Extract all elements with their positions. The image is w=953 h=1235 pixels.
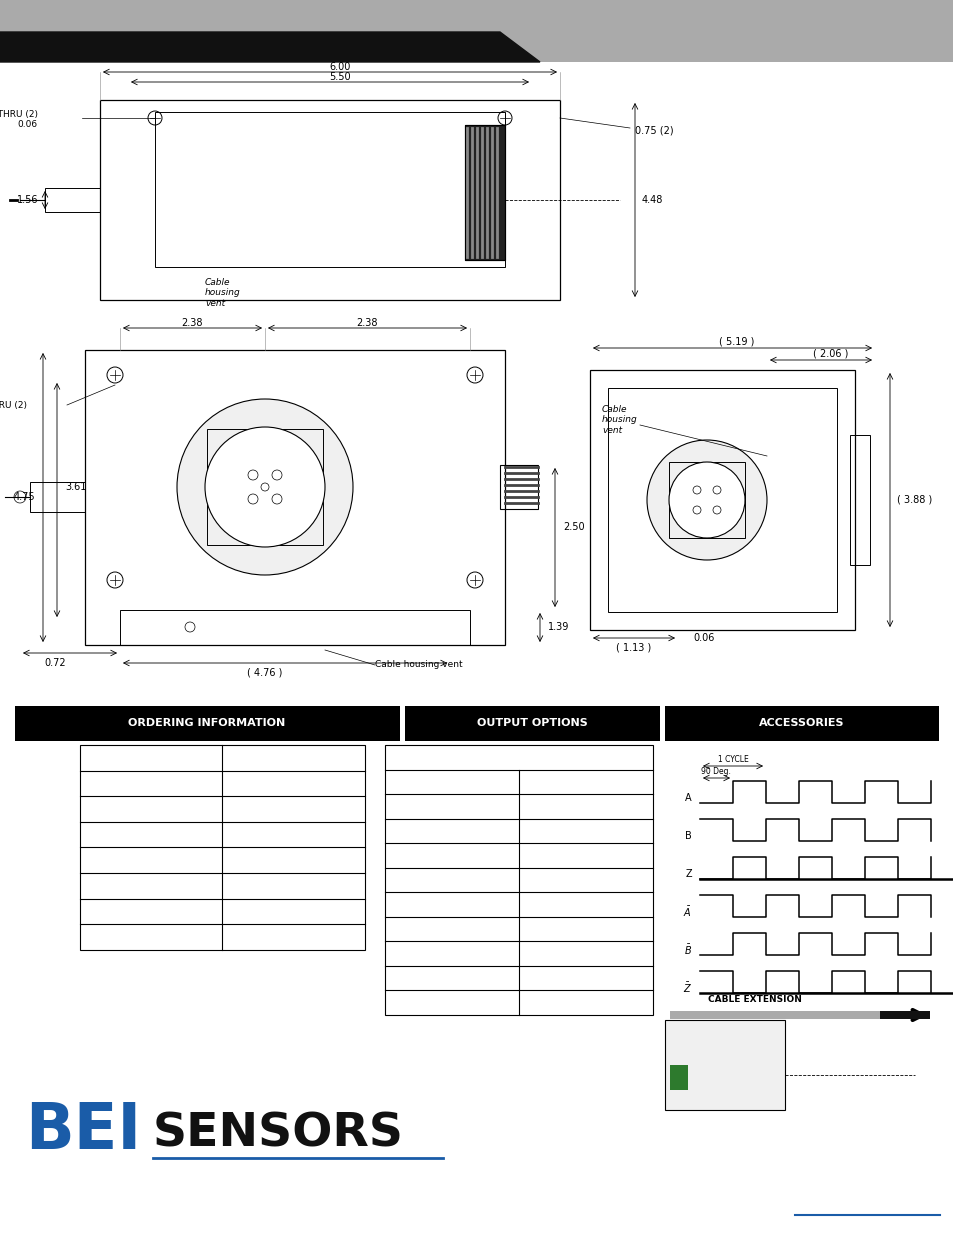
Text: BEI: BEI	[25, 1100, 141, 1162]
Circle shape	[712, 506, 720, 514]
Bar	[405, 706, 659, 741]
Bar	[464, 125, 504, 261]
Text: 4.75: 4.75	[13, 492, 35, 501]
Text: 0.06: 0.06	[692, 634, 714, 643]
Bar	[849, 435, 869, 564]
Polygon shape	[0, 32, 539, 62]
Bar	[30, 482, 85, 513]
Bar	[80, 745, 365, 950]
Bar	[120, 610, 470, 645]
Text: 0.06: 0.06	[18, 120, 38, 128]
Text: ( 1.13 ): ( 1.13 )	[616, 643, 651, 653]
Bar	[669, 1065, 687, 1091]
Text: Cable housing vent: Cable housing vent	[375, 661, 462, 669]
Bar	[207, 429, 323, 545]
Bar	[669, 1011, 914, 1019]
Bar	[385, 745, 652, 1015]
Text: CABLE EXTENSION: CABLE EXTENSION	[707, 995, 801, 1004]
Bar	[154, 112, 504, 267]
Text: 5.50: 5.50	[329, 72, 351, 82]
Bar	[499, 32, 953, 62]
Text: 90 Deg.: 90 Deg.	[700, 767, 730, 777]
Circle shape	[692, 506, 700, 514]
Text: ACCESSORIES: ACCESSORIES	[759, 718, 843, 727]
Text: ( 4.76 ): ( 4.76 )	[247, 668, 282, 678]
Circle shape	[248, 471, 257, 480]
Text: A: A	[684, 793, 691, 803]
Text: 1 CYCLE: 1 CYCLE	[717, 756, 747, 764]
Circle shape	[177, 399, 353, 576]
Bar	[664, 1020, 784, 1110]
Bar	[85, 350, 504, 645]
Text: 1.56: 1.56	[16, 195, 38, 205]
Text: Z: Z	[684, 869, 691, 879]
Bar	[45, 188, 100, 212]
Text: B: B	[684, 831, 691, 841]
Bar	[464, 125, 504, 261]
Text: Cable
housing
vent: Cable housing vent	[205, 278, 240, 308]
Text: φ0.265 THRU (2): φ0.265 THRU (2)	[0, 110, 38, 119]
Bar	[664, 706, 938, 741]
Circle shape	[261, 483, 269, 492]
Text: OUTPUT OPTIONS: OUTPUT OPTIONS	[476, 718, 587, 727]
Text: 4.48: 4.48	[641, 195, 662, 205]
Text: SENSORS: SENSORS	[152, 1112, 403, 1157]
Text: 3.61: 3.61	[65, 482, 87, 492]
Bar	[15, 706, 399, 741]
Circle shape	[668, 462, 744, 538]
Bar	[499, 466, 537, 509]
Circle shape	[205, 427, 325, 547]
Circle shape	[272, 471, 282, 480]
Text: 2.38: 2.38	[181, 317, 203, 329]
Circle shape	[248, 494, 257, 504]
Bar	[589, 370, 854, 630]
Text: $\bar{B}$: $\bar{B}$	[683, 944, 691, 957]
Text: ORDERING INFORMATION: ORDERING INFORMATION	[129, 718, 285, 727]
Text: $\bar{Z}$: $\bar{Z}$	[682, 981, 691, 995]
Text: 0.72: 0.72	[44, 658, 66, 668]
Text: φ0.265 THRU (2): φ0.265 THRU (2)	[0, 400, 27, 410]
Circle shape	[646, 440, 766, 559]
Circle shape	[712, 487, 720, 494]
Bar	[0, 0, 953, 32]
Text: 2.50: 2.50	[562, 522, 584, 532]
Text: ( 3.88 ): ( 3.88 )	[896, 495, 931, 505]
Text: 6.00: 6.00	[329, 62, 351, 72]
Bar	[607, 388, 836, 613]
Text: 2.38: 2.38	[355, 317, 377, 329]
Text: ( 2.06 ): ( 2.06 )	[813, 350, 848, 359]
Text: $\bar{A}$: $\bar{A}$	[682, 905, 691, 919]
Circle shape	[692, 487, 700, 494]
Bar	[100, 100, 559, 300]
Text: 0.75 (2): 0.75 (2)	[635, 125, 673, 135]
Bar	[668, 462, 744, 538]
Text: ( 5.19 ): ( 5.19 )	[719, 337, 754, 347]
Bar	[879, 1011, 929, 1019]
Text: 1.39: 1.39	[547, 622, 569, 632]
Text: Cable
housing
vent: Cable housing vent	[601, 405, 638, 435]
Circle shape	[272, 494, 282, 504]
